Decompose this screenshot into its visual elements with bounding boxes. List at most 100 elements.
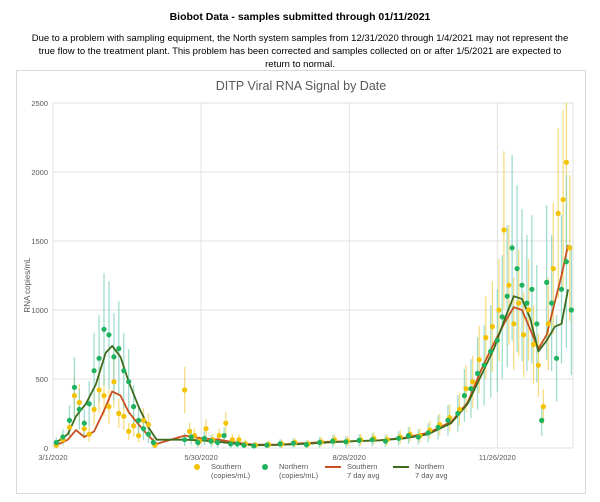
southern-point — [223, 420, 229, 426]
northern-point — [445, 417, 451, 423]
x-tick-label: 3/1/2020 — [38, 453, 67, 462]
northern-point — [415, 434, 421, 440]
x-tick-label: 8/28/2020 — [333, 453, 366, 462]
series-layer — [53, 159, 575, 449]
axis-ticks: 0 500 1000 1500 2000 2500 3/1/2020 5/30/2020 8/2… — [31, 99, 515, 462]
y-tick-label: 500 — [35, 375, 48, 384]
legend-marker-southern — [194, 464, 200, 470]
southern-point — [145, 421, 151, 428]
southern-point — [96, 387, 102, 393]
legend-marker-northern — [262, 464, 268, 470]
northern-point — [106, 332, 112, 338]
southern-point — [516, 300, 522, 306]
x-tick-label: 5/30/2020 — [184, 453, 217, 462]
southern-point — [182, 387, 188, 393]
northern-point — [208, 438, 214, 444]
northern-point — [317, 439, 323, 446]
legend-sublabel: (copies/mL) — [279, 471, 319, 480]
northern-point — [488, 348, 494, 354]
northern-point — [549, 300, 555, 306]
y-axis-label: RNA copies/mL — [23, 257, 32, 313]
southern-point — [136, 433, 142, 439]
northern-point — [524, 300, 530, 306]
southern-point — [91, 406, 97, 412]
northern-point — [504, 293, 510, 299]
southern-point — [101, 393, 107, 399]
southern-point — [71, 393, 77, 399]
northern-point — [140, 426, 147, 432]
southern-point — [560, 197, 566, 203]
northern-point — [343, 439, 349, 445]
legend-sublabel: (copies/mL) — [211, 471, 251, 480]
northern-point — [101, 326, 107, 332]
northern-point — [251, 443, 257, 449]
southern-point — [506, 282, 512, 288]
northern-point — [91, 368, 97, 374]
southern-point — [81, 426, 87, 432]
southern-point — [540, 404, 547, 410]
legend-label: Southern — [347, 462, 377, 471]
southern-point — [229, 437, 235, 443]
southern-point — [526, 307, 532, 313]
page-title: Biobot Data - samples submitted through … — [169, 11, 431, 23]
northern-point — [529, 286, 535, 292]
southern-point — [456, 406, 463, 412]
northern-point — [290, 440, 296, 446]
southern-point — [121, 413, 127, 419]
northern-point — [53, 439, 59, 446]
northern-point — [66, 417, 73, 423]
southern-point — [496, 307, 502, 313]
northern-point — [475, 370, 481, 377]
northern-point — [116, 346, 122, 352]
northern-point — [544, 279, 550, 285]
northern-point — [277, 441, 283, 447]
northern-point — [182, 437, 188, 443]
southern-point — [86, 431, 92, 437]
legend-sublabel: 7 day avg — [347, 471, 380, 480]
southern-point — [116, 410, 122, 417]
northern-point — [534, 321, 540, 327]
y-tick-label: 2000 — [31, 168, 48, 177]
southern-point — [545, 321, 551, 327]
northern-point — [126, 379, 132, 385]
northern-point — [514, 266, 520, 272]
northern-point — [494, 337, 500, 343]
southern-point — [76, 399, 82, 406]
northern-point — [96, 355, 102, 361]
northern-point — [150, 439, 156, 446]
x-tick-label: 11/26/2020 — [479, 453, 516, 462]
northern-point — [136, 417, 142, 423]
northern-point — [60, 434, 66, 440]
northern-point — [519, 282, 525, 288]
southern-point — [483, 335, 489, 341]
northern-point — [461, 393, 467, 399]
southern-point — [470, 379, 476, 385]
northern-point — [111, 354, 117, 360]
southern-point — [140, 417, 147, 423]
legend: Southern(copies/mL)Northern(copies/mL)So… — [194, 462, 448, 480]
northern-point — [539, 417, 545, 423]
northern-point — [481, 362, 487, 368]
chart-title: DITP Viral RNA Signal by Date — [216, 79, 386, 93]
southern-point — [555, 210, 561, 216]
northern-point — [215, 439, 221, 446]
northern-point — [396, 435, 402, 441]
northern-point — [382, 438, 388, 444]
northern-point — [145, 431, 151, 437]
grid-lines — [52, 102, 574, 449]
southern-point — [511, 321, 517, 327]
northern-point — [468, 386, 474, 392]
southern-point — [236, 437, 242, 443]
y-tick-label: 0 — [44, 444, 48, 453]
southern-point — [567, 245, 573, 251]
southern-point — [476, 357, 482, 363]
legend-sublabel: 7 day avg — [415, 471, 448, 480]
northern-point — [330, 438, 336, 444]
northern-point — [195, 439, 201, 446]
northern-point — [563, 259, 570, 265]
northern-point — [121, 368, 127, 374]
rna-signal-chart: DITP Viral RNA Signal by Date RNA copies… — [23, 79, 575, 480]
southern-point — [187, 428, 193, 434]
y-tick-label: 2500 — [31, 99, 48, 108]
southern-point — [501, 227, 507, 233]
